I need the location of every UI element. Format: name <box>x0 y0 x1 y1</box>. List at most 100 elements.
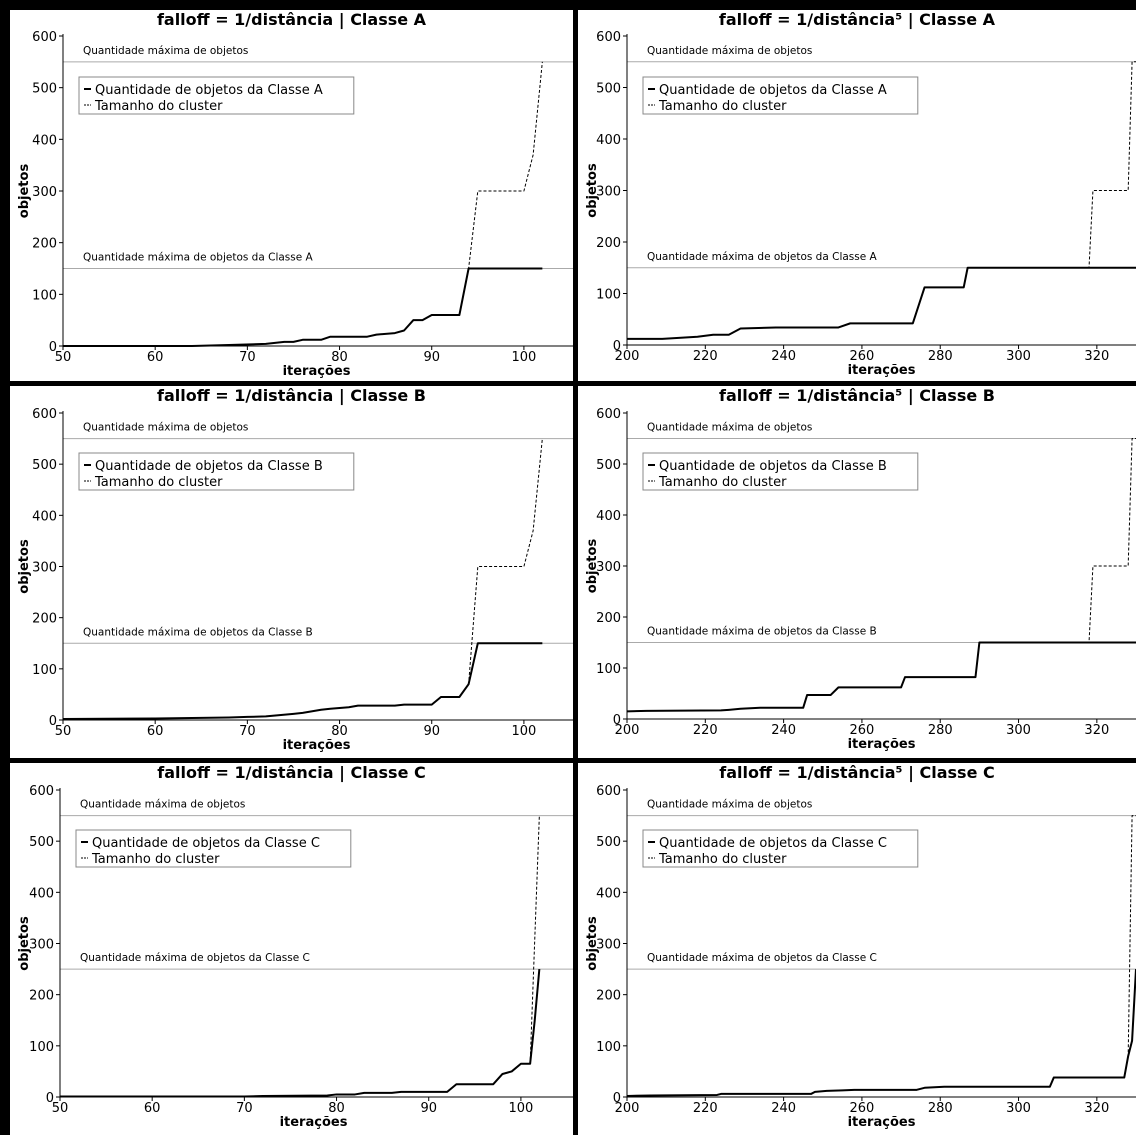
y-tick-label: 100 <box>32 663 57 678</box>
y-tick-label: 300 <box>32 561 57 576</box>
y-tick-label: 200 <box>596 236 621 251</box>
x-tick-label: 70 <box>239 724 256 739</box>
y-tick-label: 0 <box>49 714 57 729</box>
series-line-class-count <box>60 968 541 1098</box>
reference-line-label: Quantidade máxima de objetos <box>80 799 245 811</box>
x-tick-label: 200 <box>615 1101 640 1116</box>
y-axis-label: objetos <box>17 539 32 594</box>
x-tick-label: 90 <box>420 1101 437 1116</box>
x-tick-label: 100 <box>511 724 536 739</box>
y-tick-label: 600 <box>596 30 621 45</box>
x-tick-label: 320 <box>1084 723 1109 738</box>
x-axis-label: iterações <box>848 363 916 378</box>
y-tick-label: 400 <box>596 133 621 148</box>
x-tick-label: 320 <box>1084 349 1109 364</box>
x-tick-label: 200 <box>615 349 640 364</box>
y-tick-label: 400 <box>596 886 621 901</box>
y-tick-label: 100 <box>596 1040 621 1055</box>
x-tick-label: 90 <box>423 724 440 739</box>
legend-entry: Quantidade de objetos da Classe B <box>659 459 887 474</box>
chart-panel-1: falloff = 1/distância | Classe A Quantida… <box>10 10 573 381</box>
legend-entry: Tamanho do cluster <box>94 475 223 490</box>
legend-box <box>642 829 919 868</box>
x-tick-label: 320 <box>1084 1101 1109 1116</box>
legend-entry: Quantidade de objetos da Classe B <box>95 459 323 474</box>
legend-entry: Tamanho do cluster <box>91 852 220 867</box>
series-line-class-count <box>63 267 543 347</box>
chart-title: falloff = 1/distância | Classe C <box>157 763 425 783</box>
reference-line-label: Quantidade máxima de objetos da Classe B <box>647 626 877 638</box>
y-tick-label: 500 <box>596 835 621 850</box>
y-tick-label: 300 <box>596 560 621 575</box>
x-axis-label: iterações <box>283 364 351 379</box>
reference-line-label: Quantidade máxima de objetos <box>83 45 248 57</box>
series-line-cluster-size <box>62 438 543 720</box>
chart-panel-5: falloff = 1/distância | Classe C Quantida… <box>10 763 573 1135</box>
chart-panel-2: falloff = 1/distância⁵ | Classe A Quantid… <box>578 10 1136 381</box>
y-axis-label: objetos <box>17 164 32 219</box>
y-tick-label: 400 <box>32 133 57 148</box>
y-tick-label: 300 <box>596 938 621 953</box>
series-line-cluster-size <box>63 61 543 347</box>
y-tick-label: 0 <box>613 339 621 354</box>
y-tick-label: 300 <box>32 185 57 200</box>
chart-title: falloff = 1/distância⁵ | Classe C <box>719 763 995 783</box>
x-tick-label: 200 <box>615 723 640 738</box>
chart-svg: falloff = 1/distância | Classe A Quantida… <box>17 10 573 379</box>
series-line-cluster-size <box>626 815 1136 1097</box>
x-tick-label: 70 <box>239 350 256 365</box>
y-tick-label: 600 <box>29 784 54 799</box>
series-line-cluster-size <box>627 61 1136 340</box>
legend-entry: Quantidade de objetos da Classe A <box>95 83 323 98</box>
chart-svg: falloff = 1/distância | Classe B Quantida… <box>17 386 573 753</box>
legend: Quantidade de objetos da Classe ATamanho… <box>78 76 355 115</box>
y-axis-label: objetos <box>585 163 600 218</box>
legend-box <box>642 452 919 491</box>
legend: Quantidade de objetos da Classe CTamanho… <box>75 829 352 868</box>
y-tick-label: 500 <box>32 458 57 473</box>
reference-line-label: Quantidade máxima de objetos <box>83 422 248 434</box>
x-tick-label: 260 <box>850 349 875 364</box>
chart-panel-4: falloff = 1/distância⁵ | Classe B Quantid… <box>578 386 1136 758</box>
y-tick-label: 0 <box>46 1091 54 1106</box>
y-tick-label: 100 <box>29 1040 54 1055</box>
y-axis-label: objetos <box>585 539 600 594</box>
y-tick-label: 200 <box>29 989 54 1004</box>
x-axis-label: iterações <box>280 1115 348 1130</box>
chart-panel-3: falloff = 1/distância | Classe B Quantida… <box>10 386 573 758</box>
reference-line-label: Quantidade máxima de objetos da Classe A <box>83 252 314 264</box>
x-tick-label: 260 <box>850 723 875 738</box>
x-tick-label: 240 <box>771 1101 796 1116</box>
x-tick-label: 60 <box>147 724 164 739</box>
legend-entry: Tamanho do cluster <box>658 475 787 490</box>
y-tick-label: 500 <box>596 82 621 97</box>
series-line-class-count <box>627 266 1136 340</box>
y-tick-label: 200 <box>32 237 57 252</box>
y-tick-label: 400 <box>596 509 621 524</box>
series-line-class-count <box>626 969 1136 1097</box>
x-tick-label: 70 <box>236 1101 253 1116</box>
x-tick-label: 220 <box>693 1101 718 1116</box>
legend-entry: Quantidade de objetos da Classe C <box>659 836 887 851</box>
y-tick-label: 500 <box>596 458 621 473</box>
x-tick-label: 90 <box>423 350 440 365</box>
legend-box <box>75 829 352 868</box>
reference-line-label: Quantidade máxima de objetos <box>647 422 812 434</box>
legend-entry: Quantidade de objetos da Classe A <box>659 83 887 98</box>
x-axis-label: iterações <box>848 1115 916 1130</box>
x-tick-label: 300 <box>1006 1101 1031 1116</box>
y-tick-label: 600 <box>32 407 57 422</box>
x-tick-label: 50 <box>52 1101 69 1116</box>
legend-entry: Tamanho do cluster <box>94 99 223 114</box>
y-tick-label: 200 <box>32 612 57 627</box>
y-tick-label: 100 <box>32 288 57 303</box>
x-tick-label: 50 <box>55 724 72 739</box>
chart-svg: falloff = 1/distância⁵ | Classe A Quantid… <box>585 10 1136 378</box>
x-tick-label: 220 <box>693 349 718 364</box>
y-tick-label: 400 <box>29 886 54 901</box>
reference-line-label: Quantidade máxima de objetos da Classe B <box>83 626 313 638</box>
x-axis-label: iterações <box>848 737 916 752</box>
x-tick-label: 60 <box>147 350 164 365</box>
y-axis-label: objetos <box>585 916 600 971</box>
x-tick-label: 50 <box>55 350 72 365</box>
